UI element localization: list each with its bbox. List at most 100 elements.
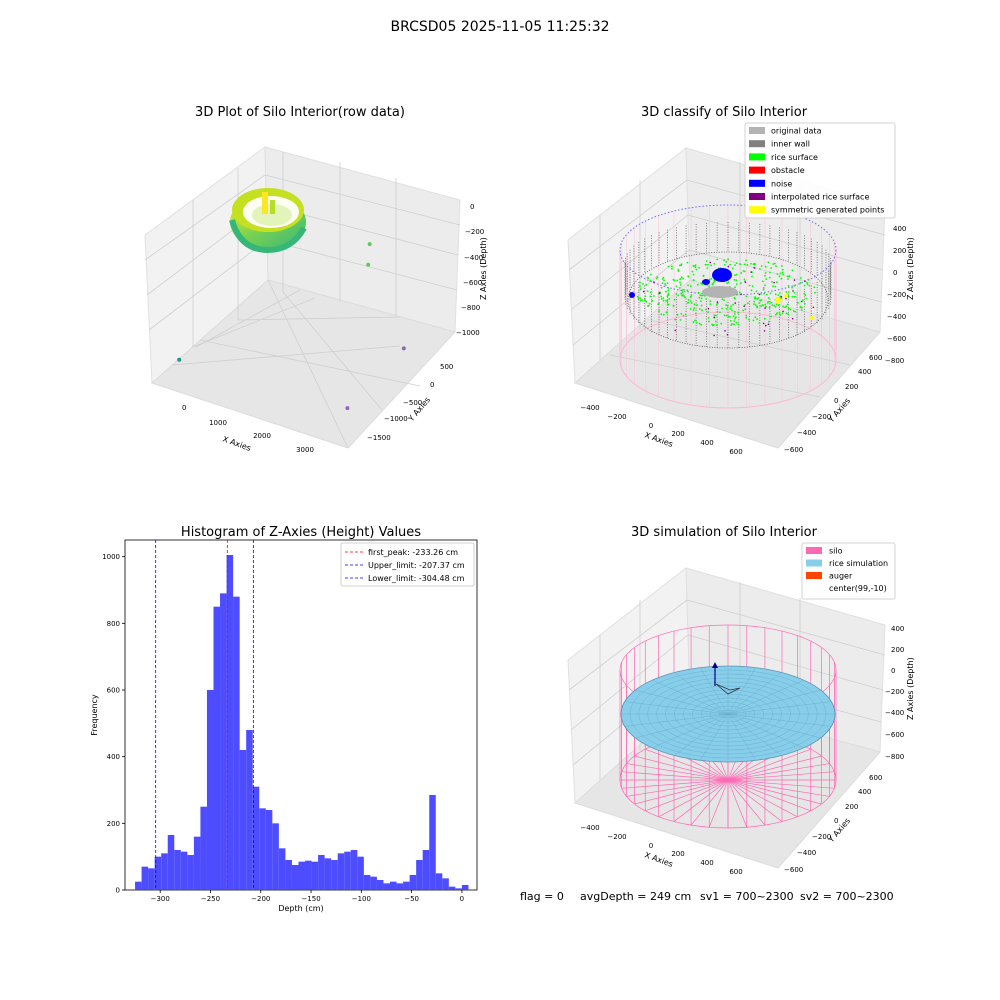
panel2-rice-point: [692, 279, 695, 281]
panel2-interpolated-point: [791, 317, 794, 320]
panel2-legend-swatch: [749, 206, 765, 214]
p1-ztick: −600: [463, 279, 482, 287]
panel2-rice-point: [687, 275, 690, 277]
panel2-rice-point: [775, 303, 778, 306]
p2-xtick: 200: [671, 430, 684, 438]
panel2-rice-point: [756, 306, 758, 309]
histogram-bar: [226, 555, 234, 890]
panel2-rice-point: [763, 317, 766, 320]
panel2-interpolated-point: [793, 279, 796, 281]
histogram-ytick-label: 200: [107, 820, 120, 828]
panel2-rice-point: [680, 312, 683, 315]
panel2-legend-swatch: [749, 179, 765, 187]
p1-ztick: −400: [464, 254, 483, 262]
histogram-axes-frame: [124, 539, 478, 891]
panel2-rice-point: [636, 295, 639, 298]
panel2-interpolated-point: [658, 292, 661, 294]
panel2-rice-point: [667, 294, 670, 296]
p4-ytick: −600: [784, 866, 803, 874]
panel2-rice-point: [752, 319, 755, 322]
panel2-rice-point: [680, 276, 683, 279]
panel2-rice-point: [700, 294, 703, 297]
panel-raw-data: 3D Plot of Silo Interior(row data): [144, 105, 488, 454]
panel4-mesh-spoke: [674, 713, 729, 756]
panel2-rice-point: [768, 320, 770, 323]
histogram-bar: [213, 606, 221, 890]
panel2-rice-point: [677, 294, 680, 297]
panel2-rice-point: [646, 290, 649, 292]
panel2-rice-point: [664, 284, 667, 287]
panel2-rice-point: [733, 323, 735, 326]
panel2-rice-point: [734, 264, 736, 266]
histogram-bar: [390, 881, 397, 890]
panel2-rice-point: [764, 303, 767, 306]
panel2-rice-point: [686, 289, 689, 292]
panel4-mesh-spoke: [727, 689, 821, 715]
panel2-rice-point: [672, 278, 675, 281]
panel2-rice-point: [662, 299, 665, 302]
panel2-rice-point: [700, 304, 703, 307]
p2-xtick: 0: [649, 422, 653, 430]
histogram-bar: [291, 865, 299, 890]
p2-xtick: −200: [607, 413, 626, 421]
panel2-legend-label: interpolated rice surface: [771, 193, 869, 202]
panel4-mesh-spoke: [700, 713, 729, 761]
panel2-rice-point: [776, 281, 778, 284]
panel4-mesh-spoke: [727, 713, 804, 749]
panel2-rice-point: [712, 281, 715, 284]
panel2-rice-point: [734, 310, 736, 313]
histogram-bar: [455, 888, 462, 890]
panel2-rice-point: [691, 270, 694, 273]
panel2-interpolated-point: [726, 333, 729, 336]
panel2-rice-point: [672, 304, 675, 307]
panel2-rice-point: [750, 289, 753, 292]
panel2-rice-point: [732, 303, 734, 306]
panel2-rice-point: [649, 280, 652, 282]
histogram-bar: [357, 856, 364, 890]
panel2-rice-point: [729, 319, 732, 322]
histogram-bar: [435, 873, 443, 890]
panel2-rice-point: [673, 298, 676, 301]
panel2-rice-point: [735, 316, 737, 319]
panel4-legend-label: center(99,-10): [829, 584, 887, 593]
panel2-rice-point: [735, 283, 738, 285]
panel2-noise-cluster: [629, 268, 738, 298]
panel2-rice-point: [694, 266, 697, 269]
panel2-rice-point: [759, 300, 761, 302]
panel2-rice-point: [700, 323, 703, 326]
panel4-mesh-spoke: [727, 713, 832, 727]
p1-xtick: 3000: [296, 446, 314, 454]
panel2-rice-point: [774, 313, 777, 316]
panel2-interpolated-point: [716, 301, 719, 303]
panel2-interpolated-point: [707, 307, 710, 310]
panel2-rice-point: [803, 302, 806, 305]
panel2-rice-point: [686, 261, 689, 264]
panel2-legend-label: inner wall: [771, 140, 810, 149]
panel2-legend-label: rice surface: [771, 153, 818, 162]
p1-xtick: 0: [182, 404, 186, 412]
histogram-xtick-label: −150: [301, 895, 320, 903]
panel2-grid: [568, 162, 886, 398]
panel2-rice-point: [711, 283, 714, 286]
panel2-rice-point: [726, 282, 728, 285]
panel2-rice-point: [764, 274, 766, 277]
panel2-rice-point: [667, 265, 670, 268]
panel2-rice-point: [768, 276, 771, 279]
panel2-rice-point: [803, 284, 806, 287]
panel2-rice-point: [791, 269, 794, 272]
panel1-outlier-point: [401, 346, 406, 351]
panel4-auger: [712, 662, 741, 695]
p1-ytick: −500: [403, 399, 422, 407]
figure-suptitle: BRCSD05 2025-11-05 11:25:32: [390, 19, 609, 35]
panel2-interpolated-point: [713, 316, 715, 319]
panel2-rice-point: [704, 308, 707, 311]
histogram-lines: [155, 540, 254, 890]
panel2-rice-point: [667, 303, 670, 306]
p1-ytick: −1000: [384, 415, 408, 423]
panel2-rice-point: [763, 292, 766, 295]
histogram-bar: [383, 883, 391, 890]
panel2-rice-point: [791, 295, 794, 298]
panel2-rice-point: [750, 262, 752, 265]
panel2-rice-point: [784, 306, 787, 309]
panel2-rice-point: [740, 272, 743, 274]
